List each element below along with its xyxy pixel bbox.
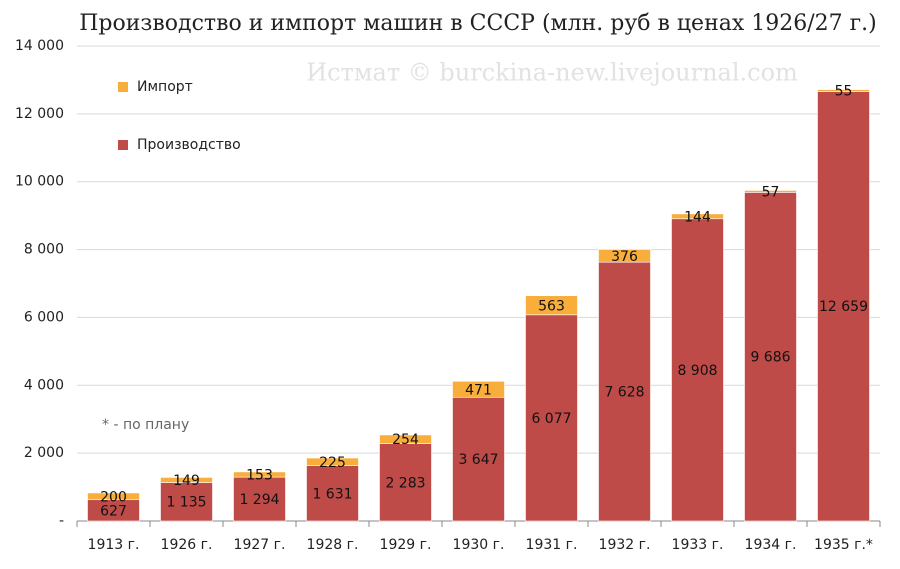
legend-label: Производство (137, 137, 241, 153)
legend-swatch (118, 140, 128, 150)
x-tick-label: 1935 г.* (814, 537, 873, 553)
value-label: 627 (100, 503, 127, 519)
bar-segment (160, 477, 213, 483)
y-tick-label: 4 000 (24, 377, 64, 393)
legend-label: Импорт (137, 79, 193, 95)
bar-segment (598, 261, 651, 522)
note: * - по плану (102, 417, 189, 433)
bar-segment (379, 443, 432, 522)
x-tick-label: 1926 г. (161, 537, 213, 553)
value-label: 12 659 (819, 299, 868, 315)
y-tick-label: 8 000 (24, 242, 64, 258)
bar-segment (817, 91, 870, 522)
bar-segment (87, 492, 140, 501)
value-label: 1 631 (312, 486, 352, 502)
value-label: 6 077 (531, 411, 571, 427)
value-label: 8 908 (677, 363, 717, 379)
y-tick-label: 10 000 (15, 174, 64, 190)
y-tick-label: - (59, 513, 64, 529)
value-label: 9 686 (750, 350, 790, 366)
watermark: Истмат © burckina-new.livejournal.com (306, 59, 798, 87)
bar-segment (671, 218, 724, 522)
x-tick-label: 1931 г. (526, 537, 578, 553)
y-tick-label: 14 000 (15, 38, 64, 54)
value-label: 153 (246, 468, 273, 484)
bar-segment (671, 213, 724, 220)
y-tick-label: 12 000 (15, 106, 64, 122)
y-tick-label: 2 000 (24, 445, 64, 461)
value-label: 563 (538, 298, 565, 314)
value-label: 200 (100, 489, 127, 505)
bar-segment (744, 190, 797, 193)
value-label: 55 (835, 84, 853, 100)
bar-segment (525, 314, 578, 522)
x-tick-label: 1929 г. (380, 537, 432, 553)
bar-segment (379, 434, 432, 444)
x-tick-label: 1927 г. (234, 537, 286, 553)
bar-segment (744, 192, 797, 522)
value-label: 144 (684, 209, 711, 225)
x-tick-label: 1933 г. (672, 537, 724, 553)
chart-title: Производство и импорт машин в СССР (млн.… (79, 11, 877, 36)
legend-swatch (118, 82, 128, 92)
value-label: 57 (762, 184, 780, 200)
x-tick-label: 1928 г. (307, 537, 359, 553)
value-label: 471 (465, 382, 492, 398)
bar-segment (452, 380, 505, 398)
value-label: 2 283 (385, 475, 425, 491)
bar-segment (598, 249, 651, 263)
y-tick-label: 6 000 (24, 309, 64, 325)
bar-segment (452, 396, 505, 522)
value-label: 7 628 (604, 385, 644, 401)
bar-segment (306, 457, 359, 466)
x-tick-label: 1932 г. (599, 537, 651, 553)
bar-segment (817, 89, 870, 92)
value-label: 225 (319, 455, 346, 471)
value-label: 1 294 (239, 492, 279, 508)
x-tick-label: 1934 г. (745, 537, 797, 553)
value-label: 1 135 (166, 495, 206, 511)
bar-segment (233, 476, 286, 522)
value-label: 254 (392, 432, 419, 448)
x-tick-label: 1930 г. (453, 537, 505, 553)
bar-segment (306, 465, 359, 522)
bar-segment (233, 471, 286, 478)
bar-segment (160, 482, 213, 522)
value-label: 376 (611, 249, 638, 265)
value-label: 149 (173, 473, 200, 489)
value-label: 3 647 (458, 452, 498, 468)
x-tick-label: 1913 г. (88, 537, 140, 553)
bar-segment (525, 295, 578, 316)
